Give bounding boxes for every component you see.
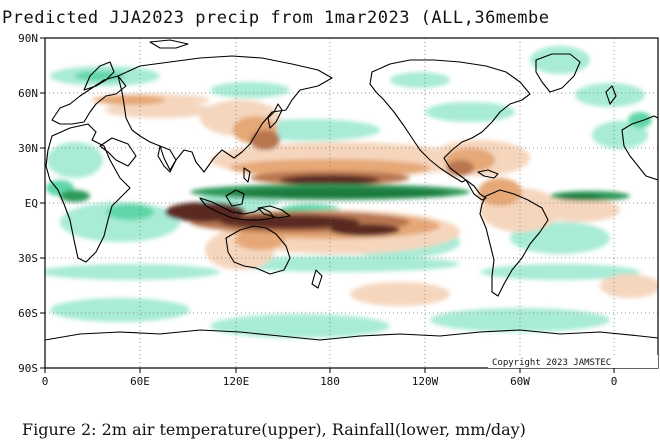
lat-axis-labels: 90N 60N 30N EQ 30S 60S 90S	[18, 32, 38, 375]
lon-label: 120W	[412, 375, 439, 388]
lat-label: 90N	[18, 32, 38, 45]
coast-africa	[45, 123, 131, 263]
lon-axis-labels: 0 60E 120E 180 120W 60W 0	[42, 375, 618, 388]
coast-uk	[605, 85, 617, 105]
copyright-text: Copyright 2023 JAMSTEC	[492, 358, 611, 368]
coast-australia	[225, 225, 291, 275]
coast-new-guinea	[257, 205, 291, 219]
lon-label: 60E	[130, 375, 150, 388]
coast-central-america	[465, 179, 487, 201]
lon-label: 120E	[223, 375, 250, 388]
wet-anomaly-light	[45, 46, 648, 338]
coast-new-zealand	[311, 269, 323, 289]
coast-asia	[117, 55, 333, 173]
coast-indonesia	[199, 197, 275, 221]
copyright-box	[488, 355, 658, 368]
precip-anomaly-map: 90N 60N 30N EQ 30S 60S 90S 0 60E 120E 18…	[18, 32, 659, 388]
axis-ticks	[40, 37, 615, 373]
lat-label: EQ	[25, 197, 38, 210]
coast-west-europe-right	[621, 115, 658, 181]
lat-label: 60N	[18, 87, 38, 100]
coast-india	[157, 145, 177, 173]
lon-label: 180	[320, 375, 340, 388]
lat-label: 60S	[18, 307, 38, 320]
lon-label: 0	[611, 375, 618, 388]
coast-south-america	[479, 189, 549, 297]
lon-label: 0	[42, 375, 49, 388]
coast-scandinavia	[83, 61, 115, 91]
coast-antarctica	[45, 329, 658, 341]
lat-label: 30N	[18, 142, 38, 155]
wet-anomaly-max	[230, 188, 602, 200]
coastlines	[45, 39, 658, 341]
coast-caribbean	[477, 169, 499, 179]
precip-anomaly-shading	[45, 46, 658, 338]
lat-label: 30S	[18, 252, 38, 265]
coast-arctic-islands	[149, 39, 189, 49]
coast-philippines	[243, 167, 251, 183]
figure-caption: Figure 2: 2m air temperature(upper), Rai…	[22, 420, 526, 439]
coast-japan	[267, 103, 283, 129]
map-title: Predicted JJA2023 precip from 1mar2023 (…	[2, 8, 550, 28]
lon-label: 60W	[510, 375, 530, 388]
coast-borneo	[225, 189, 245, 207]
dry-anomaly-max	[165, 175, 400, 236]
lat-label: 90S	[18, 362, 38, 375]
coast-arabia	[99, 137, 137, 167]
coast-north-america	[369, 59, 531, 183]
coast-greenland	[535, 53, 581, 93]
